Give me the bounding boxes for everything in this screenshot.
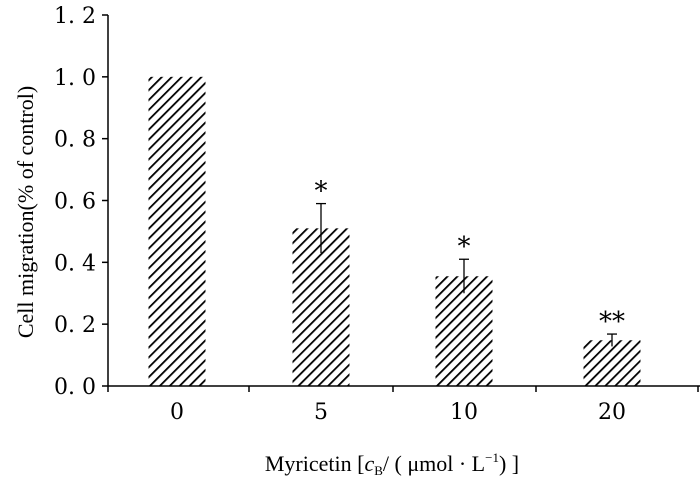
x-tick-label: 5 [314,400,328,425]
y-tick-label: 0. 8 [54,128,96,153]
significance-labels-group: **** [315,177,626,337]
x-tick-label: 0 [170,400,184,425]
significance-label: * [458,232,471,262]
bar [292,228,350,386]
x-axis: 0 5 10 20 [107,385,700,425]
x-axis-title: Myricetin [cB/ ( μmol · L−1) ] [265,450,519,478]
significance-label: * [315,177,328,207]
y-tick-label: 1. 0 [54,66,96,91]
y-axis-title: Cell migration(% of control) [13,86,38,338]
x-tick-label: 20 [598,400,626,425]
y-tick-label: 0. 0 [54,375,96,400]
y-tick-label: 1. 2 [54,4,96,29]
bar [148,76,206,386]
y-axis: 0. 0 0. 2 0. 4 0. 6 0. 8 1. 0 1. 2 [54,4,109,400]
bar [435,276,493,386]
significance-label: ** [599,307,625,337]
y-tick-label: 0. 2 [54,313,96,338]
bar [583,340,641,386]
y-tick-label: 0. 6 [54,190,96,215]
bars-group [148,76,641,386]
y-tick-label: 0. 4 [54,251,96,276]
error-bars-group [316,202,617,347]
x-tick-label: 10 [450,400,478,425]
